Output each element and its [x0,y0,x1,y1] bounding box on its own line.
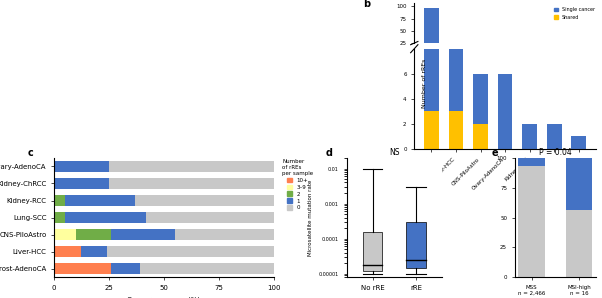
Bar [523,124,537,149]
Legend: 10+, 3–9, 2, 1, 0: 10+, 3–9, 2, 1, 0 [281,158,314,212]
Bar [498,52,512,55]
Bar [54,229,76,240]
Bar [65,195,135,206]
Title: Catalogue
rREs
160 rREs: Catalogue rREs 160 rREs [488,0,523,1]
Bar [424,8,439,55]
Bar [547,54,562,55]
Bar [523,54,537,55]
Bar [473,54,488,55]
Bar [424,0,439,149]
Title: NS: NS [389,148,400,157]
Bar [363,232,382,271]
Text: Number of rREs: Number of rREs [422,59,427,108]
Bar [111,263,140,274]
Bar [135,195,274,206]
Text: e: e [492,148,498,159]
Bar [109,178,274,189]
Text: c: c [28,148,34,159]
Bar [448,43,464,55]
X-axis label: Cancer genomes (%): Cancer genomes (%) [128,296,200,298]
Bar [146,212,274,223]
Bar [81,246,107,257]
Bar [54,246,81,257]
Bar [448,111,464,149]
Bar [498,74,512,149]
Y-axis label: Microsatellite mutation rate: Microsatellite mutation rate [308,179,313,256]
Title: P = 0.04: P = 0.04 [539,148,572,157]
Bar [448,0,464,149]
Bar [566,158,592,210]
Bar [473,52,488,55]
Bar [140,263,274,274]
Bar [448,54,464,55]
Bar [54,195,65,206]
Text: d: d [326,148,332,159]
Bar [175,229,274,240]
Bar [111,229,175,240]
Bar [76,229,111,240]
Bar [518,166,545,277]
Bar [547,124,562,149]
Bar [65,212,146,223]
Text: b: b [364,0,370,9]
Bar [424,111,439,149]
Bar [54,212,65,223]
Bar [54,263,111,274]
Bar [107,246,274,257]
Bar [54,161,109,172]
Bar [571,136,586,149]
Bar [109,161,274,172]
Bar [518,158,545,166]
Bar [424,54,439,55]
Bar [54,178,109,189]
Bar [473,124,488,149]
Bar [566,210,592,277]
Legend: Single cancer, Shared: Single cancer, Shared [553,5,597,22]
Bar [473,74,488,149]
Bar [406,222,426,268]
